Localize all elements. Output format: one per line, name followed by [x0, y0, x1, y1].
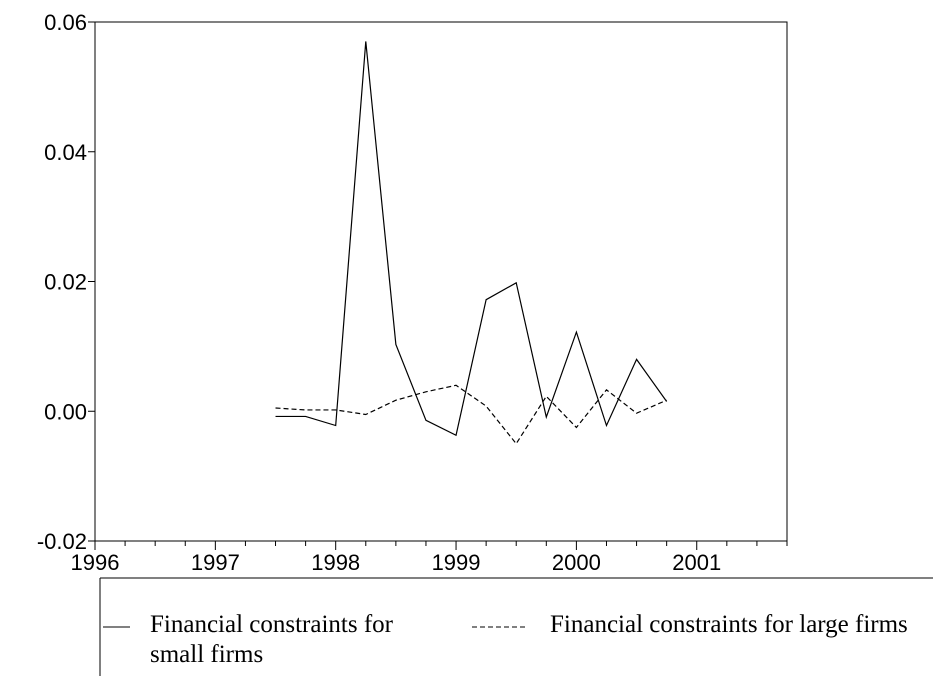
x-tick-label: 2000 [552, 550, 601, 575]
legend-entry: Financial constraints for large firms [550, 611, 908, 638]
y-tick-label: 0.06 [44, 10, 87, 35]
series-line [275, 384, 667, 445]
plot-frame [94, 21, 788, 542]
x-tick-label: 1996 [71, 550, 120, 575]
x-tick-label: 1999 [432, 550, 481, 575]
legend-label: Financial constraints for small firms [150, 611, 393, 668]
legend-entry: Financial constraints for small firms [150, 611, 393, 668]
y-tick-label: 0.04 [44, 140, 87, 165]
x-tick-label: 1997 [191, 550, 240, 575]
series-line [275, 41, 668, 437]
y-tick-label: -0.02 [37, 529, 87, 554]
x-tick-label: 2001 [672, 550, 721, 575]
x-tick-label: 1998 [311, 550, 360, 575]
legend-label: Financial constraints for large firms [550, 611, 908, 638]
y-tick-label: 0.02 [44, 270, 87, 295]
y-tick-label: 0.00 [44, 399, 87, 424]
